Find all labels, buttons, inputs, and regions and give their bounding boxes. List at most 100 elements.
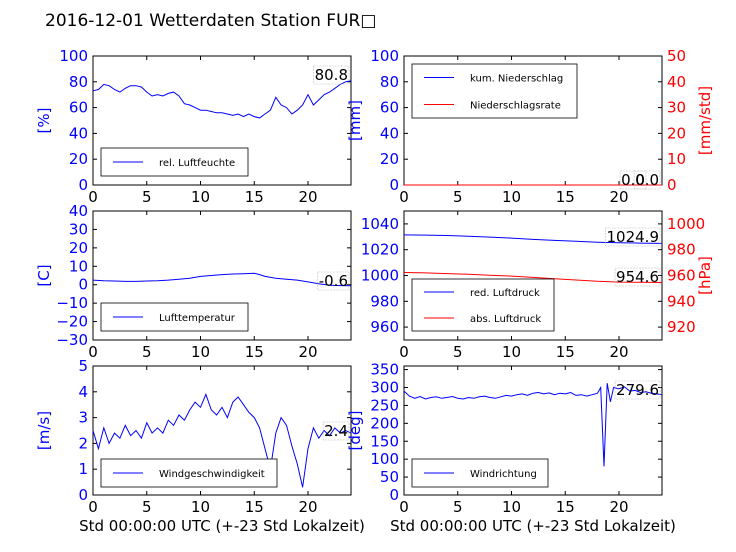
y-right-tick-label: 10	[667, 150, 686, 168]
x-tick-label: 10	[502, 188, 521, 206]
legend-frame	[411, 278, 555, 332]
legend-label: kum. Niederschlag	[470, 74, 563, 85]
series-line-1	[403, 383, 663, 467]
y-tick-label: 0	[389, 176, 399, 194]
y-tick-label: 0	[389, 486, 399, 504]
x-tick-label: 0	[88, 188, 98, 206]
series-line-1	[92, 272, 352, 287]
legend-label: Lufttemperatur	[159, 313, 236, 324]
x-tick-label: 15	[556, 188, 575, 206]
x-tick-label: 10	[191, 343, 210, 361]
y-tick-label: 100	[59, 47, 88, 65]
y-right-tick-label: 0	[667, 176, 677, 194]
x-tick-label: 20	[609, 188, 628, 206]
y-tick-label: 150	[370, 432, 399, 450]
y-tick-label: 30	[69, 220, 88, 238]
x-tick-label: 15	[245, 498, 264, 516]
y-tick-label: 40	[69, 124, 88, 142]
axes-frame	[92, 55, 352, 186]
x-tick-label: 5	[142, 188, 152, 206]
series-line-1	[92, 80, 352, 119]
annotation-label-2-box	[619, 170, 647, 190]
annotation-label-2-box	[614, 267, 661, 287]
x-tick-label: 15	[556, 498, 575, 516]
y-tick-label: 100	[370, 47, 399, 65]
annotation-label-box	[633, 170, 661, 190]
y-tick-label: 0	[78, 176, 88, 194]
axes-frame	[403, 365, 663, 496]
annotation-label-box	[614, 380, 661, 400]
y-right-tick-label: 1000	[667, 215, 705, 233]
x-tick-label: 5	[453, 343, 463, 361]
y-tick-label: 80	[69, 73, 88, 91]
y-tick-label: 4	[78, 383, 88, 401]
legend-label: Windgeschwindigkeit	[159, 469, 265, 480]
y-axis-label: [deg]	[346, 411, 364, 451]
figure-title: 2016-12-01 Wetterdaten Station FUR□	[45, 11, 376, 31]
annotation-label-box	[313, 65, 350, 85]
legend: rel. Luftfeuchte	[100, 147, 249, 177]
legend-label: red. Luftdruck	[470, 288, 540, 299]
y-right-tick-label: 50	[667, 47, 686, 65]
x-tick-label: 20	[609, 343, 628, 361]
x-tick-label: 0	[88, 498, 98, 516]
legend-label: abs. Luftdruck	[470, 314, 541, 325]
legend-frame	[411, 63, 578, 119]
x-tick-label: 15	[245, 188, 264, 206]
x-tick-label: 0	[88, 343, 98, 361]
annotation-label-box	[322, 421, 350, 441]
x-tick-label: 10	[191, 188, 210, 206]
y-tick-label: 10	[69, 257, 88, 275]
x-tick-label: 5	[453, 498, 463, 516]
y-tick-label: −20	[56, 313, 88, 331]
y-tick-label: 200	[370, 414, 399, 432]
x-tick-label: 20	[298, 343, 317, 361]
y-tick-label: 0	[78, 276, 88, 294]
y-tick-label: 2	[78, 434, 88, 452]
x-tick-label: 10	[502, 343, 521, 361]
annotation-label: 279.6	[616, 381, 659, 399]
annotation-label: -0.6	[319, 272, 348, 290]
annotation-label: 80.8	[315, 66, 348, 84]
legend: red. Luftdruck abs. Luftdruck	[411, 278, 555, 332]
x-tick-label: 5	[142, 498, 152, 516]
annotation-label-2: 0.0	[621, 171, 645, 189]
x-tick-label: 0	[399, 498, 409, 516]
panel-humidity: 0 5 10 15 20 0 20 40 60 80 100 [%] rel. Luftfeuchte 8…	[35, 47, 352, 206]
y-right-tick-label: 30	[667, 99, 686, 117]
legend: Windgeschwindigkeit	[100, 458, 278, 488]
panel-precipitation: 0 5 10 15 20 0 20 40 60 80 100 0 10 20 30 40 50 [mm] [mm/s…	[346, 47, 714, 206]
panel-wind-speed: 0 5 10 15 20 0 1 2 3 4 5 [m/s] Std 00:00:00 UTC (+-2…	[35, 357, 365, 535]
y-tick-label: 20	[69, 150, 88, 168]
panel-temperature: 0 5 10 15 20−30−20−10010203040[C]Lufttempera…	[35, 202, 352, 361]
y-tick-label: 5	[78, 357, 88, 375]
x-tick-label: 15	[556, 343, 575, 361]
x-tick-label: 0	[399, 188, 409, 206]
y-right-tick-label: 20	[667, 124, 686, 142]
x-axis-label: Std 00:00:00 UTC (+-23 Std Lokalzeit)	[390, 517, 676, 535]
y-axis-label: [C]	[35, 264, 53, 286]
y-tick-label: 1040	[361, 215, 399, 233]
legend-label: rel. Luftfeuchte	[159, 158, 235, 169]
y-right-tick-label: 960	[667, 267, 696, 285]
y-tick-label: 20	[380, 150, 399, 168]
annotation-label: 0.0	[635, 171, 659, 189]
y-tick-label: 40	[69, 202, 88, 220]
y-tick-label: 1000	[361, 267, 399, 285]
x-tick-label: 15	[245, 343, 264, 361]
y-tick-label: 60	[380, 99, 399, 117]
series-line-1	[403, 234, 663, 244]
x-tick-label: 0	[399, 343, 409, 361]
annotation-label-2: 954.6	[616, 268, 659, 286]
y-axis-label: [mm]	[346, 100, 364, 141]
y-tick-label: 1020	[361, 241, 399, 259]
y-tick-label: 980	[370, 292, 399, 310]
axes-frame	[92, 210, 352, 341]
y-tick-label: 50	[380, 468, 399, 486]
y-tick-label: 100	[370, 450, 399, 468]
y-tick-label: 1	[78, 460, 88, 478]
series-line-1	[92, 393, 352, 488]
y-right-axis-label: [mm/std]	[696, 86, 714, 155]
x-tick-label: 20	[298, 498, 317, 516]
